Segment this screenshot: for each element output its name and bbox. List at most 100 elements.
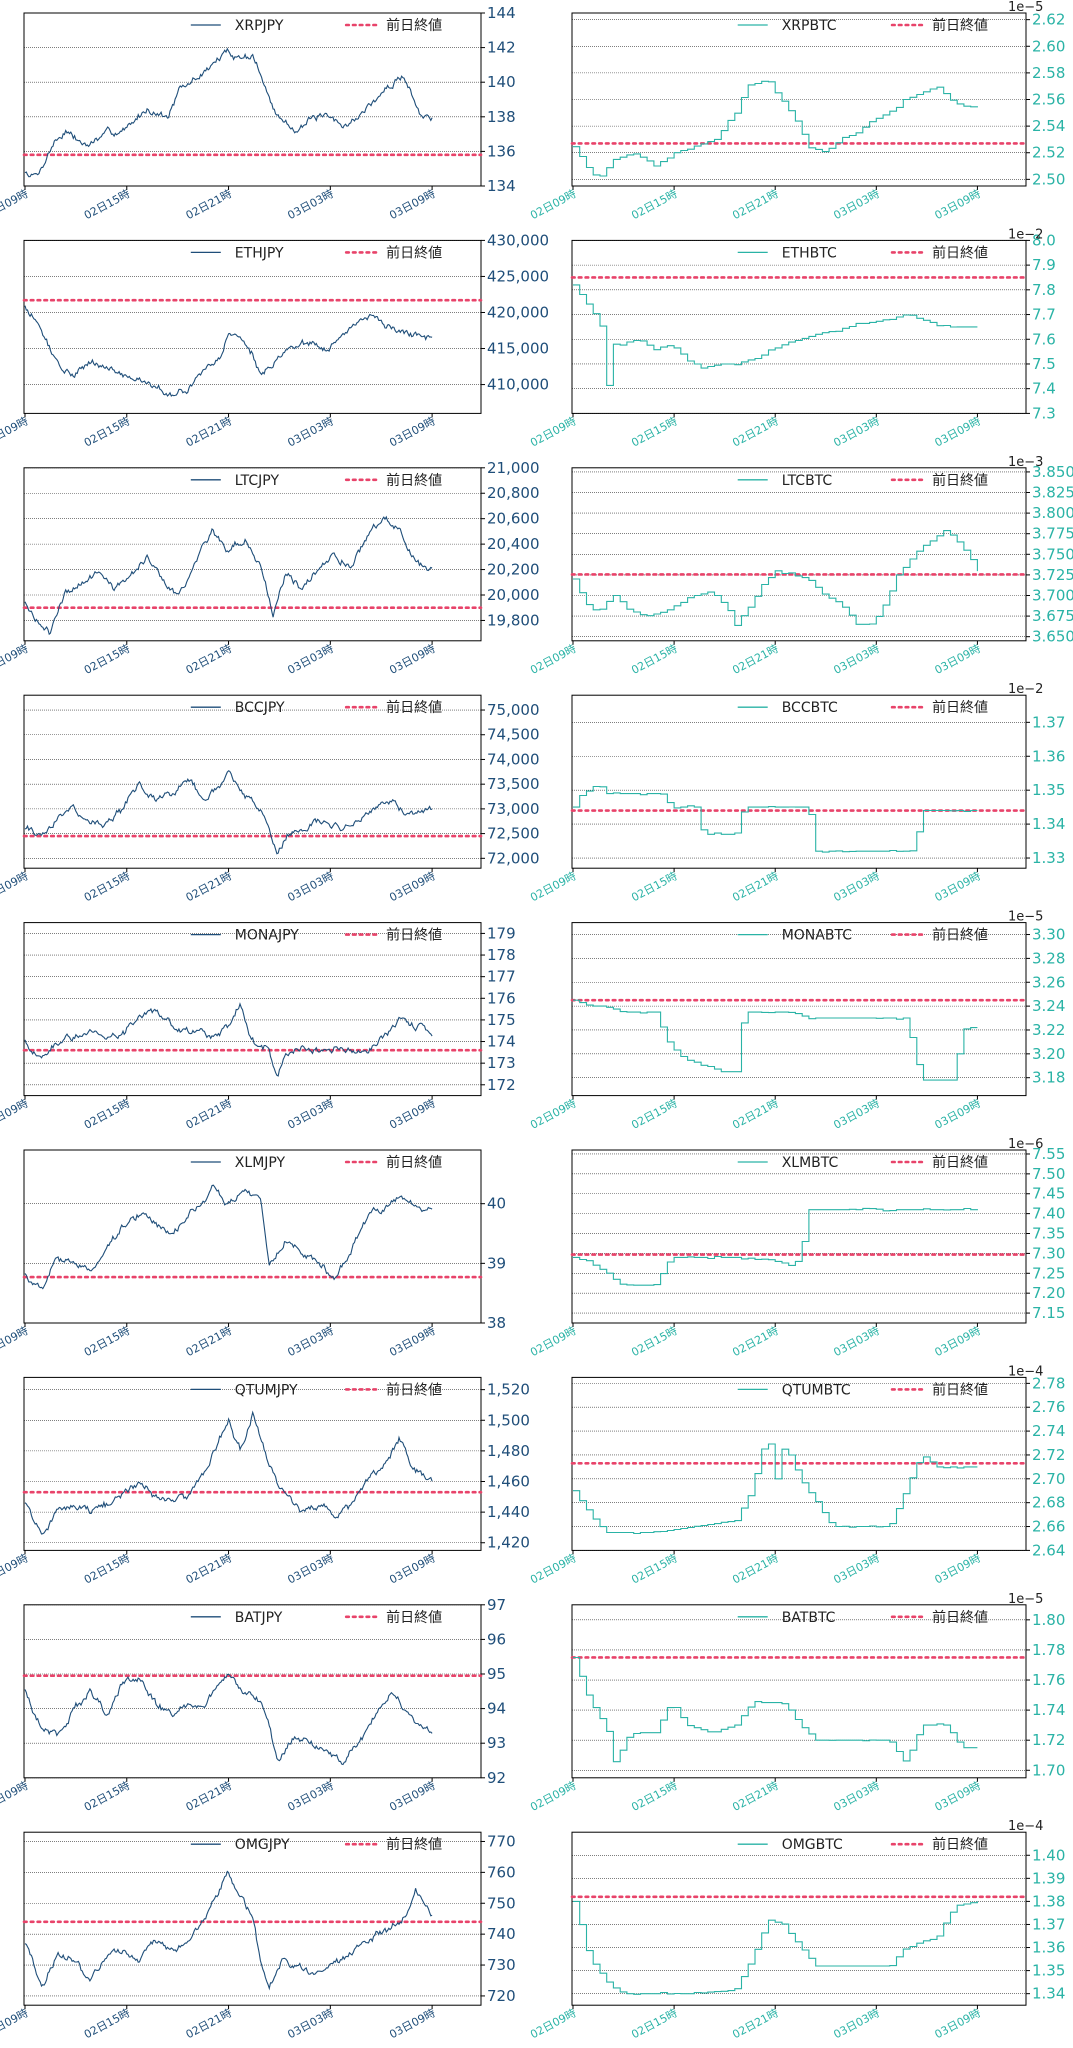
series-line — [24, 1002, 433, 1077]
x-tick-label: 03日09時 — [387, 1552, 437, 1587]
x-tick-label: 03日03時 — [831, 187, 881, 222]
y-tick-label: 3.800 — [1032, 504, 1073, 522]
legend-series-label: XLMBTC — [782, 1155, 839, 1171]
series-line — [24, 1410, 433, 1535]
y-tick-label: 134 — [487, 177, 516, 195]
x-tick-label: 03日03時 — [831, 2006, 881, 2041]
y-tick-label: 2.60 — [1032, 37, 1065, 55]
y-tick-label: 1,440 — [487, 1503, 530, 1521]
legend-series-label: OMGBTC — [782, 1837, 843, 1853]
legend-ref-label: 前日終値 — [932, 927, 988, 944]
plot-frame — [23, 12, 482, 187]
y-tick-label: 2.76 — [1032, 1398, 1065, 1416]
x-tick-label: 02日21時 — [730, 1552, 780, 1587]
legend-ref-label: 前日終値 — [932, 1381, 988, 1398]
x-tick-label: 02日15時 — [629, 415, 679, 450]
y-tick-label: 3.28 — [1032, 949, 1065, 967]
y-tick-label: 1.34 — [1032, 815, 1065, 833]
y-tick-label: 1.80 — [1032, 1611, 1065, 1629]
y-tick-label: 3.18 — [1032, 1069, 1065, 1087]
y-tick-label: 730 — [487, 1956, 516, 1974]
plot-frame — [23, 239, 482, 414]
legend-series-label: BCCJPY — [235, 700, 285, 716]
series-line — [573, 530, 978, 626]
y-tick-label: 7.45 — [1032, 1185, 1065, 1203]
x-tick-label: 02日21時 — [184, 1779, 234, 1814]
series-line — [24, 1673, 433, 1766]
plot-frame — [571, 239, 1027, 414]
x-tick-label: 03日09時 — [933, 1097, 983, 1132]
x-tick-label: 03日09時 — [933, 1779, 983, 1814]
x-tick-label: 02日15時 — [82, 1097, 132, 1132]
x-tick-label: 02日09時 — [528, 1552, 578, 1587]
y-tick-label: 1.40 — [1032, 1846, 1065, 1864]
series-line — [573, 1443, 978, 1535]
y-tick-label: 3.24 — [1032, 997, 1065, 1015]
y-tick-label: 96 — [487, 1630, 506, 1648]
plot-frame — [23, 1376, 482, 1551]
x-tick-label: 02日21時 — [730, 1779, 780, 1814]
y-tick-label: 7.9 — [1032, 256, 1056, 274]
series-line — [573, 80, 978, 177]
y-tick-label: 7.50 — [1032, 1165, 1065, 1183]
y-tick-label: 420,000 — [487, 303, 549, 321]
y-tick-label: 750 — [487, 1894, 516, 1912]
legend-series-label: ETHJPY — [235, 245, 284, 261]
y-tick-label: 7.30 — [1032, 1244, 1065, 1262]
legend-ref-label: 前日終値 — [386, 1836, 442, 1853]
chart-ethjpy: 410,000 415,000 420,000 425,000 430,000 02日09… — [0, 231, 549, 449]
x-tick-label: 02日21時 — [730, 2006, 780, 2041]
x-tick-label: 02日15時 — [82, 1324, 132, 1359]
x-tick-label: 02日15時 — [629, 1324, 679, 1359]
x-tick-label: 02日09時 — [0, 1097, 30, 1132]
y-tick-label: 3.26 — [1032, 973, 1065, 991]
y-tick-label: 3.825 — [1032, 484, 1073, 502]
x-tick-label: 02日21時 — [730, 415, 780, 450]
y-tick-label: 7.15 — [1032, 1304, 1065, 1322]
y-tick-label: 1.70 — [1032, 1761, 1065, 1779]
legend-series-label: LTCBTC — [782, 473, 833, 489]
y-tick-label: 179 — [487, 924, 516, 942]
x-tick-label: 03日03時 — [831, 642, 881, 677]
y-tick-label: 1.36 — [1032, 747, 1065, 765]
y-tick-label: 140 — [487, 73, 516, 91]
y-tick-label: 40 — [487, 1195, 506, 1213]
y-tick-label: 3.750 — [1032, 545, 1073, 563]
y-tick-label: 3.22 — [1032, 1021, 1065, 1039]
x-tick-label: 03日03時 — [285, 2006, 335, 2041]
legend-ref-label: 前日終値 — [386, 17, 442, 34]
y-tick-label: 2.54 — [1032, 117, 1065, 135]
y-tick-label: 2.56 — [1032, 91, 1065, 109]
plot-frame — [23, 1831, 482, 2006]
legend-ref-label: 前日終値 — [932, 1154, 988, 1171]
offset-text: 1e−6 — [1008, 1137, 1043, 1152]
x-tick-label: 03日09時 — [387, 1324, 437, 1359]
chart-ltcjpy: 19,800 20,000 20,200 20,400 20,600 20,800 21,0… — [0, 459, 540, 677]
x-tick-label: 02日15時 — [629, 1552, 679, 1587]
x-tick-label: 02日09時 — [528, 1779, 578, 1814]
y-tick-label: 176 — [487, 989, 516, 1007]
y-tick-label: 2.58 — [1032, 64, 1065, 82]
chart-xlmbtc: 7.15 7.20 7.25 7.307.35 7.40 7.45 7.50 7.551e−6… — [528, 1137, 1065, 1359]
y-tick-label: 93 — [487, 1734, 506, 1752]
y-tick-label: 1.72 — [1032, 1731, 1065, 1749]
y-tick-label: 1,500 — [487, 1411, 530, 1429]
x-tick-label: 02日09時 — [528, 1324, 578, 1359]
y-tick-label: 38 — [487, 1314, 506, 1332]
offset-text: 1e−5 — [1008, 1592, 1043, 1607]
y-tick-label: 8.0 — [1032, 231, 1056, 249]
x-tick-label: 02日09時 — [0, 1779, 30, 1814]
x-tick-label: 02日15時 — [82, 1779, 132, 1814]
y-tick-label: 3.725 — [1032, 566, 1073, 584]
y-tick-label: 7.8 — [1032, 281, 1056, 299]
y-tick-label: 173 — [487, 1054, 516, 1072]
x-tick-label: 02日21時 — [184, 1552, 234, 1587]
y-tick-label: 3.30 — [1032, 926, 1065, 944]
x-tick-label: 02日15時 — [82, 869, 132, 904]
y-tick-label: 136 — [487, 142, 516, 160]
legend-series-label: BCCBTC — [782, 700, 838, 716]
x-tick-label: 02日09時 — [0, 415, 30, 450]
series-line — [24, 515, 433, 636]
legend-ref-label: 前日終値 — [386, 1154, 442, 1171]
